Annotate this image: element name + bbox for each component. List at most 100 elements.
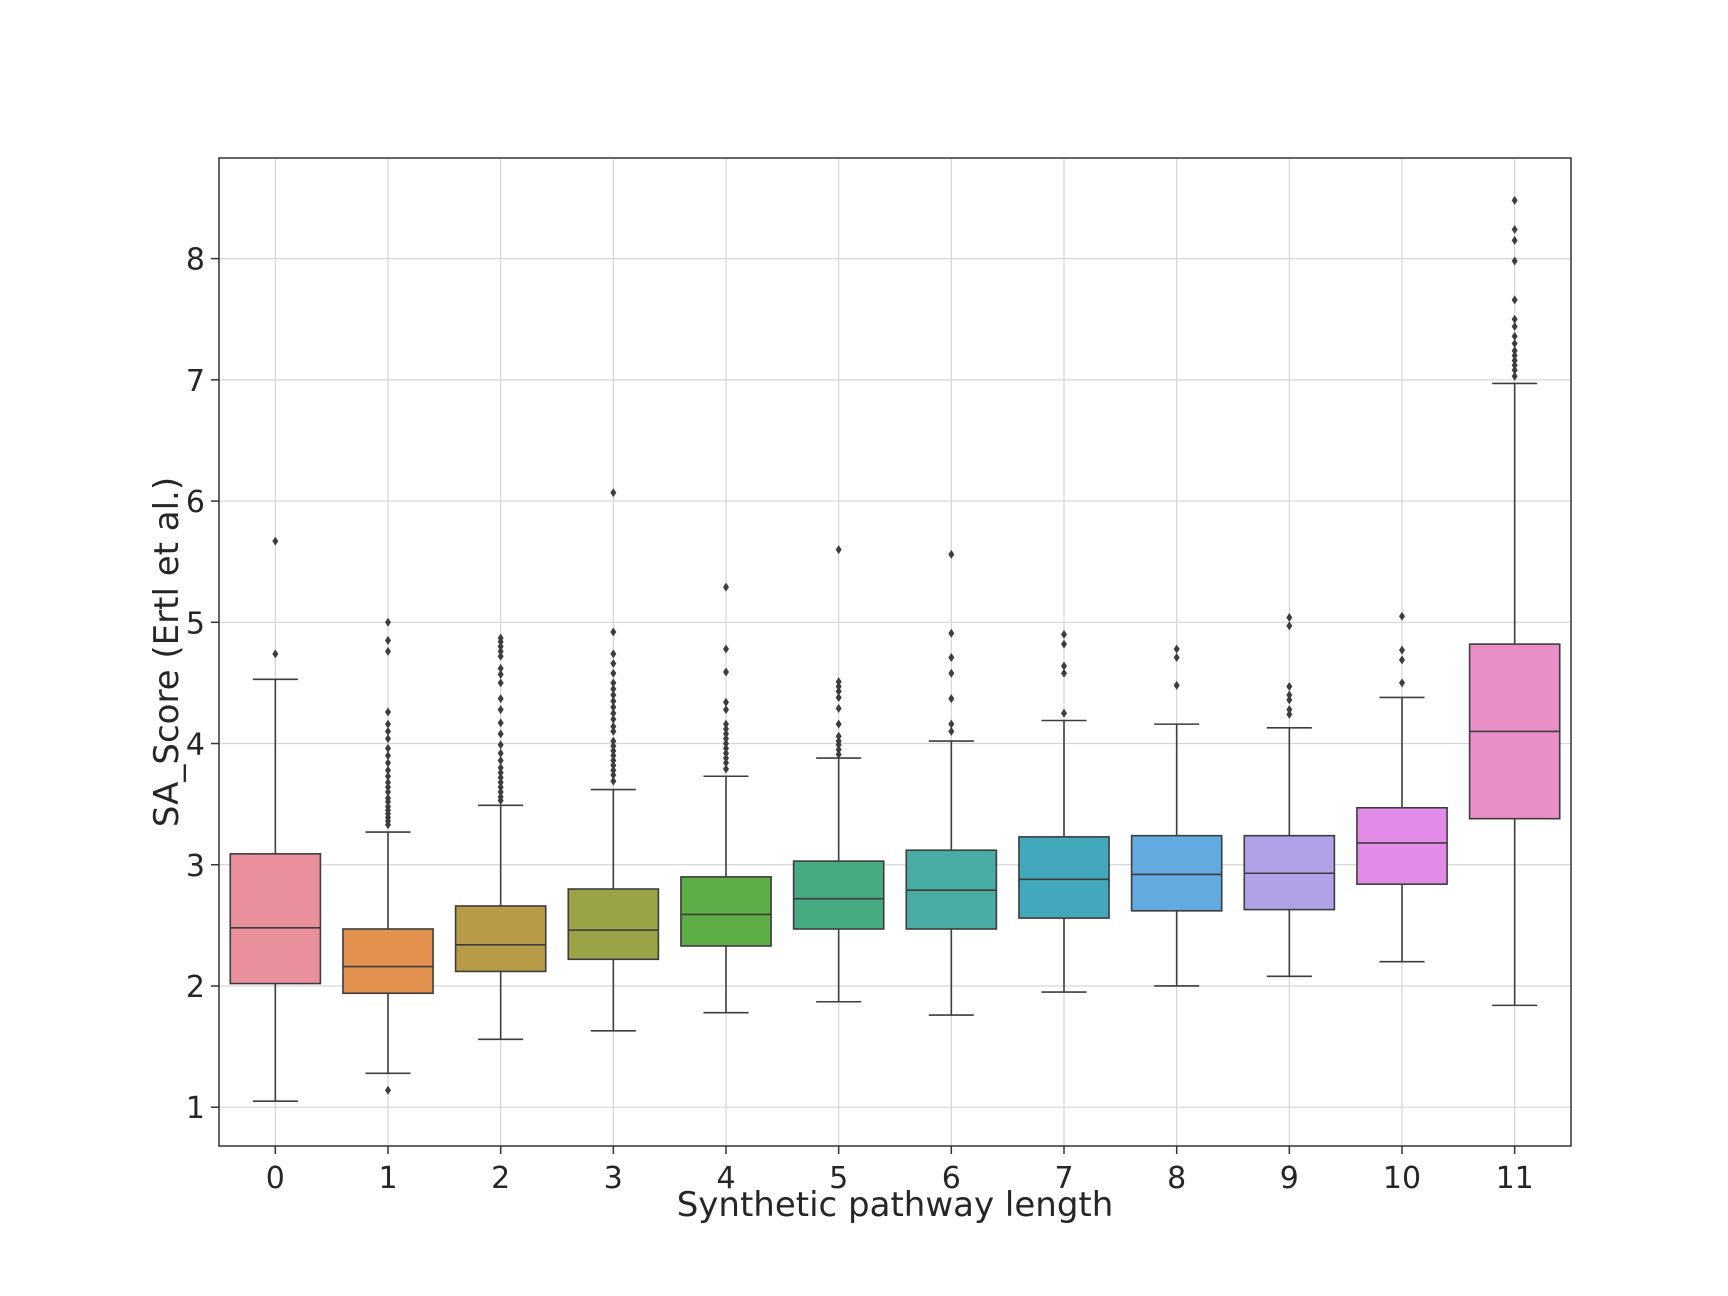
box-group-4 (680, 582, 772, 1014)
outlier-point-3-5 (610, 751, 617, 761)
box-group-5 (792, 545, 885, 1003)
box-group-8 (1130, 644, 1223, 987)
outlier-point-8-2 (1173, 644, 1180, 654)
outlier-point-2-15 (497, 678, 504, 688)
outlier-point-3-4 (610, 755, 617, 765)
outlier-point-4-9 (723, 719, 729, 729)
box-3 (567, 888, 660, 961)
outlier-point-11-1 (1511, 365, 1518, 375)
outlier-point-2-22 (497, 633, 504, 643)
outlier-point-3-2 (610, 765, 617, 775)
outlier-point-1-0 (385, 1085, 391, 1095)
outlier-point-11-8 (1511, 322, 1518, 332)
outlier-point-5-9 (835, 682, 842, 692)
outlier-point-3-14 (610, 696, 617, 706)
y-tick-label-3: 3 (186, 849, 205, 884)
box-group-10 (1356, 611, 1448, 963)
outlier-point-9-3 (1286, 690, 1293, 700)
outlier-point-11-2 (1511, 360, 1518, 370)
outlier-point-5-5 (835, 719, 842, 729)
x-axis-ticks: 0 1 2 3 4 5 6 7 8 9 10 11 (266, 1146, 1534, 1196)
outlier-point-5-0 (835, 749, 842, 759)
outlier-point-4-14 (723, 582, 729, 592)
outlier-point-1-16 (385, 743, 391, 753)
outlier-point-11-10 (1511, 295, 1518, 305)
outlier-point-2-3 (497, 782, 504, 792)
box-group-11 (1468, 195, 1561, 1007)
outlier-point-3-6 (610, 746, 617, 756)
y-tick-label-2: 2 (186, 970, 205, 1005)
outlier-point-1-18 (385, 726, 391, 736)
x-tick-label-11: 11 (1496, 1161, 1534, 1196)
outlier-point-1-14 (385, 758, 391, 768)
box-0 (229, 853, 322, 985)
outlier-point-11-3 (1511, 355, 1518, 365)
x-tick-label-10: 10 (1383, 1161, 1421, 1196)
x-tick-label-8: 8 (1167, 1161, 1186, 1196)
outlier-point-3-1 (610, 770, 617, 780)
outlier-point-4-1 (723, 758, 729, 768)
outlier-point-3-17 (610, 678, 617, 688)
outlier-point-4-5 (723, 739, 729, 749)
x-tick-label-1: 1 (378, 1161, 397, 1196)
outlier-point-3-3 (610, 760, 617, 770)
outlier-point-2-4 (497, 777, 504, 787)
y-axis-label: SA_Score (Ertl et al.) (147, 477, 187, 827)
y-tick-label-1: 1 (186, 1091, 205, 1126)
outlier-point-10-3 (1399, 611, 1405, 621)
outlier-point-11-14 (1511, 195, 1518, 205)
outlier-point-3-7 (610, 741, 617, 751)
outlier-point-2-19 (497, 646, 504, 656)
outlier-point-2-11 (497, 729, 504, 739)
outlier-point-0-0 (272, 649, 279, 659)
outlier-point-1-6 (385, 802, 391, 812)
outlier-point-4-7 (723, 729, 729, 739)
outlier-point-3-8 (610, 736, 617, 746)
outlier-point-1-8 (385, 793, 391, 803)
outlier-point-3-9 (610, 726, 617, 736)
outlier-point-4-2 (723, 753, 729, 763)
outlier-point-3-11 (610, 714, 617, 724)
outlier-point-6-2 (948, 694, 955, 704)
x-tick-label-5: 5 (829, 1161, 848, 1196)
outlier-point-2-6 (497, 768, 504, 778)
outlier-point-4-8 (723, 724, 729, 734)
y-axis-ticks: 1 2 3 4 5 6 7 8 (186, 243, 219, 1126)
outlier-point-9-1 (1286, 705, 1293, 715)
outlier-point-11-11 (1511, 256, 1518, 266)
outlier-point-7-1 (1061, 668, 1067, 678)
outlier-point-4-3 (723, 748, 729, 758)
box-group-9 (1243, 612, 1336, 978)
outlier-point-9-6 (1286, 612, 1293, 622)
box-group-7 (1018, 629, 1110, 993)
outlier-point-3-21 (610, 627, 617, 637)
box-group-2 (454, 633, 547, 1041)
x-tick-label-4: 4 (716, 1161, 735, 1196)
outlier-point-11-9 (1511, 314, 1518, 324)
outlier-point-1-17 (385, 734, 391, 744)
outlier-point-4-11 (723, 697, 729, 707)
outlier-point-2-9 (497, 748, 504, 758)
outlier-point-6-1 (948, 719, 955, 729)
outlier-point-11-0 (1511, 371, 1518, 381)
outlier-point-3-10 (610, 722, 617, 732)
box-group-6 (905, 549, 998, 1016)
outlier-point-10-2 (1399, 645, 1405, 655)
outlier-point-11-5 (1511, 346, 1518, 356)
plot-area-frame (218, 157, 1572, 1147)
outlier-point-11-13 (1511, 225, 1518, 235)
outlier-point-2-7 (497, 763, 504, 773)
x-tick-label-2: 2 (491, 1161, 510, 1196)
outlier-point-4-10 (723, 705, 729, 715)
outlier-point-2-12 (497, 718, 504, 728)
outlier-point-5-4 (835, 731, 842, 741)
outlier-point-5-6 (835, 703, 842, 713)
outlier-point-1-13 (385, 765, 391, 775)
outlier-point-2-13 (497, 705, 504, 715)
x-tick-label-6: 6 (942, 1161, 961, 1196)
outlier-point-4-12 (723, 667, 729, 677)
outlier-point-9-5 (1286, 621, 1293, 631)
outlier-point-7-3 (1061, 639, 1067, 649)
outlier-point-11-7 (1511, 331, 1518, 341)
